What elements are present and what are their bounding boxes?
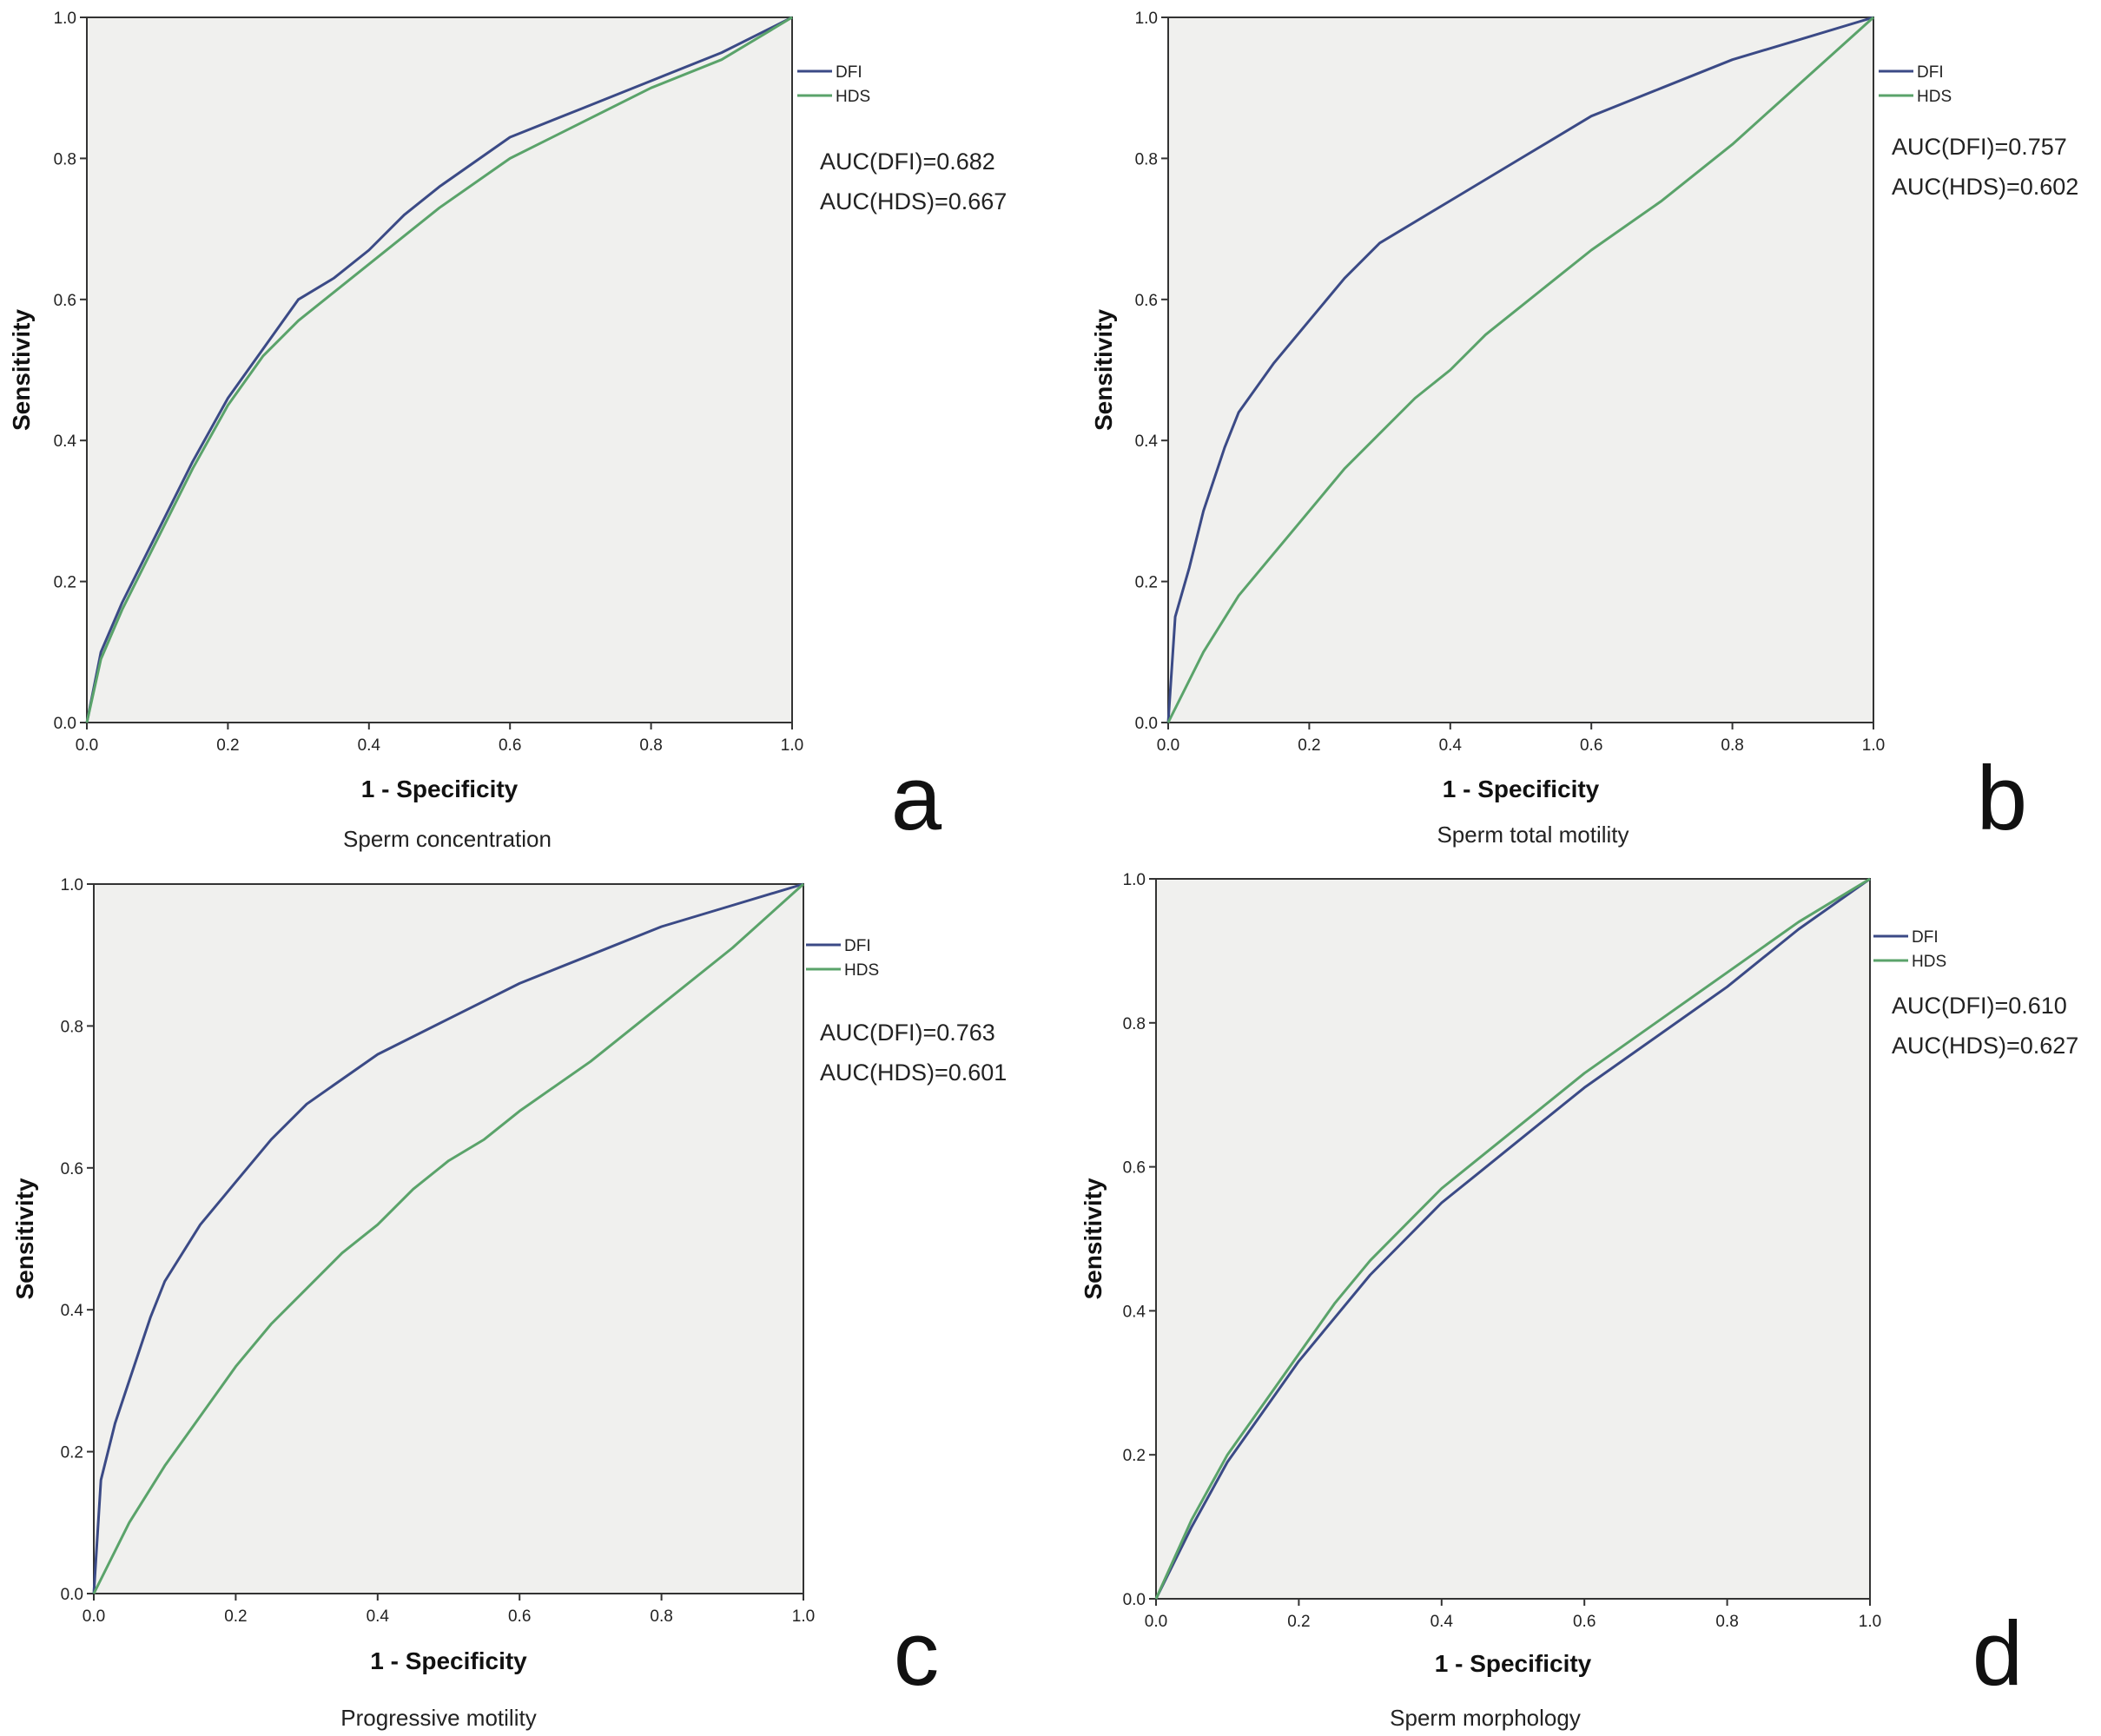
- x-tick-label: 0.4: [367, 1607, 390, 1626]
- x-tick-label: 1.0: [1859, 1613, 1881, 1631]
- roc-line-dfi: [92, 882, 804, 1594]
- y-tick-label: 0.6: [1135, 292, 1158, 310]
- y-tick-label: 0.0: [54, 715, 76, 733]
- auc-annotation: AUC(DFI)=0.682: [820, 149, 995, 175]
- x-tick-label: 0.2: [216, 736, 239, 755]
- legend-label-hds: HDS: [836, 88, 870, 106]
- x-tick-label: 1.0: [1862, 736, 1885, 755]
- y-tick-label: 0.0: [1135, 715, 1158, 733]
- x-tick-label: 1.0: [781, 736, 803, 755]
- y-axis-title: Sensitivity: [8, 309, 35, 431]
- x-tick-label: 0.8: [639, 736, 662, 755]
- panel-letter: a: [891, 748, 942, 849]
- y-tick-label: 0.4: [1135, 432, 1159, 451]
- x-tick-label: 0.0: [76, 736, 98, 755]
- y-tick-label: 0.4: [61, 1302, 84, 1320]
- y-tick-label: 1.0: [1123, 871, 1146, 889]
- panel-letter: b: [1977, 748, 2027, 849]
- y-tick-label: 0.2: [61, 1444, 83, 1462]
- roc-line-dfi: [85, 16, 793, 723]
- x-tick-label: 0.2: [224, 1607, 247, 1626]
- panel-caption: Sperm total motility: [1437, 822, 1629, 848]
- x-tick-label: 0.2: [1287, 1613, 1310, 1631]
- x-axis-title: 1 - Specificity: [1435, 1650, 1592, 1677]
- x-axis-title: 1 - Specificity: [1443, 776, 1600, 802]
- plot-area: [1155, 878, 1871, 1600]
- legend-label-dfi: DFI: [1917, 63, 1944, 82]
- legend-label-hds: HDS: [844, 961, 879, 980]
- plot-area: [1167, 17, 1874, 723]
- x-axis-title: 1 - Specificity: [370, 1647, 527, 1674]
- x-tick-label: 0.4: [1439, 736, 1463, 755]
- roc-line-hds: [1154, 877, 1871, 1600]
- y-tick-label: 0.2: [1135, 574, 1158, 592]
- x-tick-label: 1.0: [792, 1607, 815, 1626]
- x-tick-label: 0.0: [1145, 1613, 1167, 1631]
- x-tick-label: 0.0: [1157, 736, 1179, 755]
- legend-label-hds: HDS: [1917, 88, 1952, 106]
- roc-line-dfi: [1166, 16, 1874, 723]
- y-axis-title: Sensitivity: [11, 1178, 38, 1299]
- y-tick-label: 0.4: [1123, 1303, 1146, 1321]
- y-tick-label: 0.8: [61, 1018, 83, 1036]
- x-tick-label: 0.6: [1580, 736, 1602, 755]
- y-tick-label: 0.8: [1135, 150, 1158, 168]
- roc-line-hds: [1166, 16, 1875, 723]
- legend-label-dfi: DFI: [844, 937, 871, 955]
- roc-line-hds: [85, 16, 793, 723]
- auc-annotation: AUC(DFI)=0.610: [1892, 993, 2067, 1019]
- x-tick-label: 0.2: [1298, 736, 1320, 755]
- x-tick-label: 0.6: [1573, 1613, 1596, 1631]
- x-tick-label: 0.8: [1715, 1613, 1738, 1631]
- y-tick-label: 0.6: [1123, 1159, 1146, 1178]
- x-axis-title: 1 - Specificity: [361, 776, 519, 802]
- panel-d: 0.0 0.2 0.4 0.6 0.8 1.0 0.0 0.2 0.4 0.6 0.8 1.0 1 - …: [1080, 871, 2078, 1731]
- y-tick-label: 0.2: [54, 574, 76, 592]
- y-tick-label: 0.0: [61, 1586, 83, 1604]
- plot-area: [93, 883, 804, 1594]
- panel-caption: Progressive motility: [340, 1705, 536, 1731]
- y-tick-label: 0.2: [1123, 1447, 1146, 1465]
- x-tick-label: 0.4: [1430, 1613, 1454, 1631]
- auc-annotation: AUC(HDS)=0.602: [1892, 174, 2078, 200]
- panel-b: 0.0 0.2 0.4 0.6 0.8 1.0 0.0 0.2 0.4 0.6 0.8 1.0 1 - …: [1090, 10, 2078, 849]
- x-tick-label: 0.0: [83, 1607, 105, 1626]
- auc-annotation: AUC(DFI)=0.757: [1892, 134, 2067, 160]
- panel-a: 0.0 0.2 0.4 0.6 0.8 1.0 0.0 0.2 0.4 0.6 0.8 1.0 1 - …: [8, 10, 1007, 852]
- legend-label-dfi: DFI: [836, 63, 862, 82]
- y-tick-label: 0.6: [61, 1160, 83, 1178]
- auc-annotation: AUC(DFI)=0.763: [820, 1020, 995, 1046]
- y-tick-label: 0.8: [54, 150, 76, 168]
- roc-line-hds: [92, 882, 805, 1594]
- y-tick-label: 0.0: [1123, 1591, 1146, 1609]
- panel-caption: Sperm morphology: [1390, 1705, 1581, 1731]
- legend-label-hds: HDS: [1912, 953, 1946, 971]
- plot-area: [86, 17, 793, 723]
- x-tick-label: 0.8: [650, 1607, 672, 1626]
- y-axis-title: Sensitivity: [1080, 1178, 1107, 1299]
- x-tick-label: 0.4: [358, 736, 381, 755]
- auc-annotation: AUC(HDS)=0.667: [820, 188, 1007, 215]
- x-tick-label: 0.6: [508, 1607, 531, 1626]
- y-tick-label: 1.0: [54, 10, 76, 28]
- roc-line-dfi: [1154, 877, 1871, 1600]
- x-tick-label: 0.6: [499, 736, 521, 755]
- panel-caption: Sperm concentration: [343, 826, 552, 852]
- y-axis-title: Sensitivity: [1090, 309, 1117, 431]
- y-tick-label: 1.0: [61, 876, 83, 894]
- auc-annotation: AUC(HDS)=0.601: [820, 1059, 1007, 1086]
- auc-annotation: AUC(HDS)=0.627: [1892, 1033, 2078, 1059]
- y-tick-label: 0.8: [1123, 1015, 1146, 1033]
- panel-c: 0.0 0.2 0.4 0.6 0.8 1.0 0.0 0.2 0.4 0.6 0.8 1.0 1 - …: [11, 876, 1007, 1731]
- x-tick-label: 0.8: [1721, 736, 1743, 755]
- y-tick-label: 1.0: [1135, 10, 1158, 28]
- panel-letter: d: [1972, 1603, 2023, 1705]
- y-tick-label: 0.6: [54, 292, 76, 310]
- panel-letter: c: [894, 1603, 940, 1705]
- legend-label-dfi: DFI: [1912, 928, 1939, 947]
- y-tick-label: 0.4: [54, 432, 77, 451]
